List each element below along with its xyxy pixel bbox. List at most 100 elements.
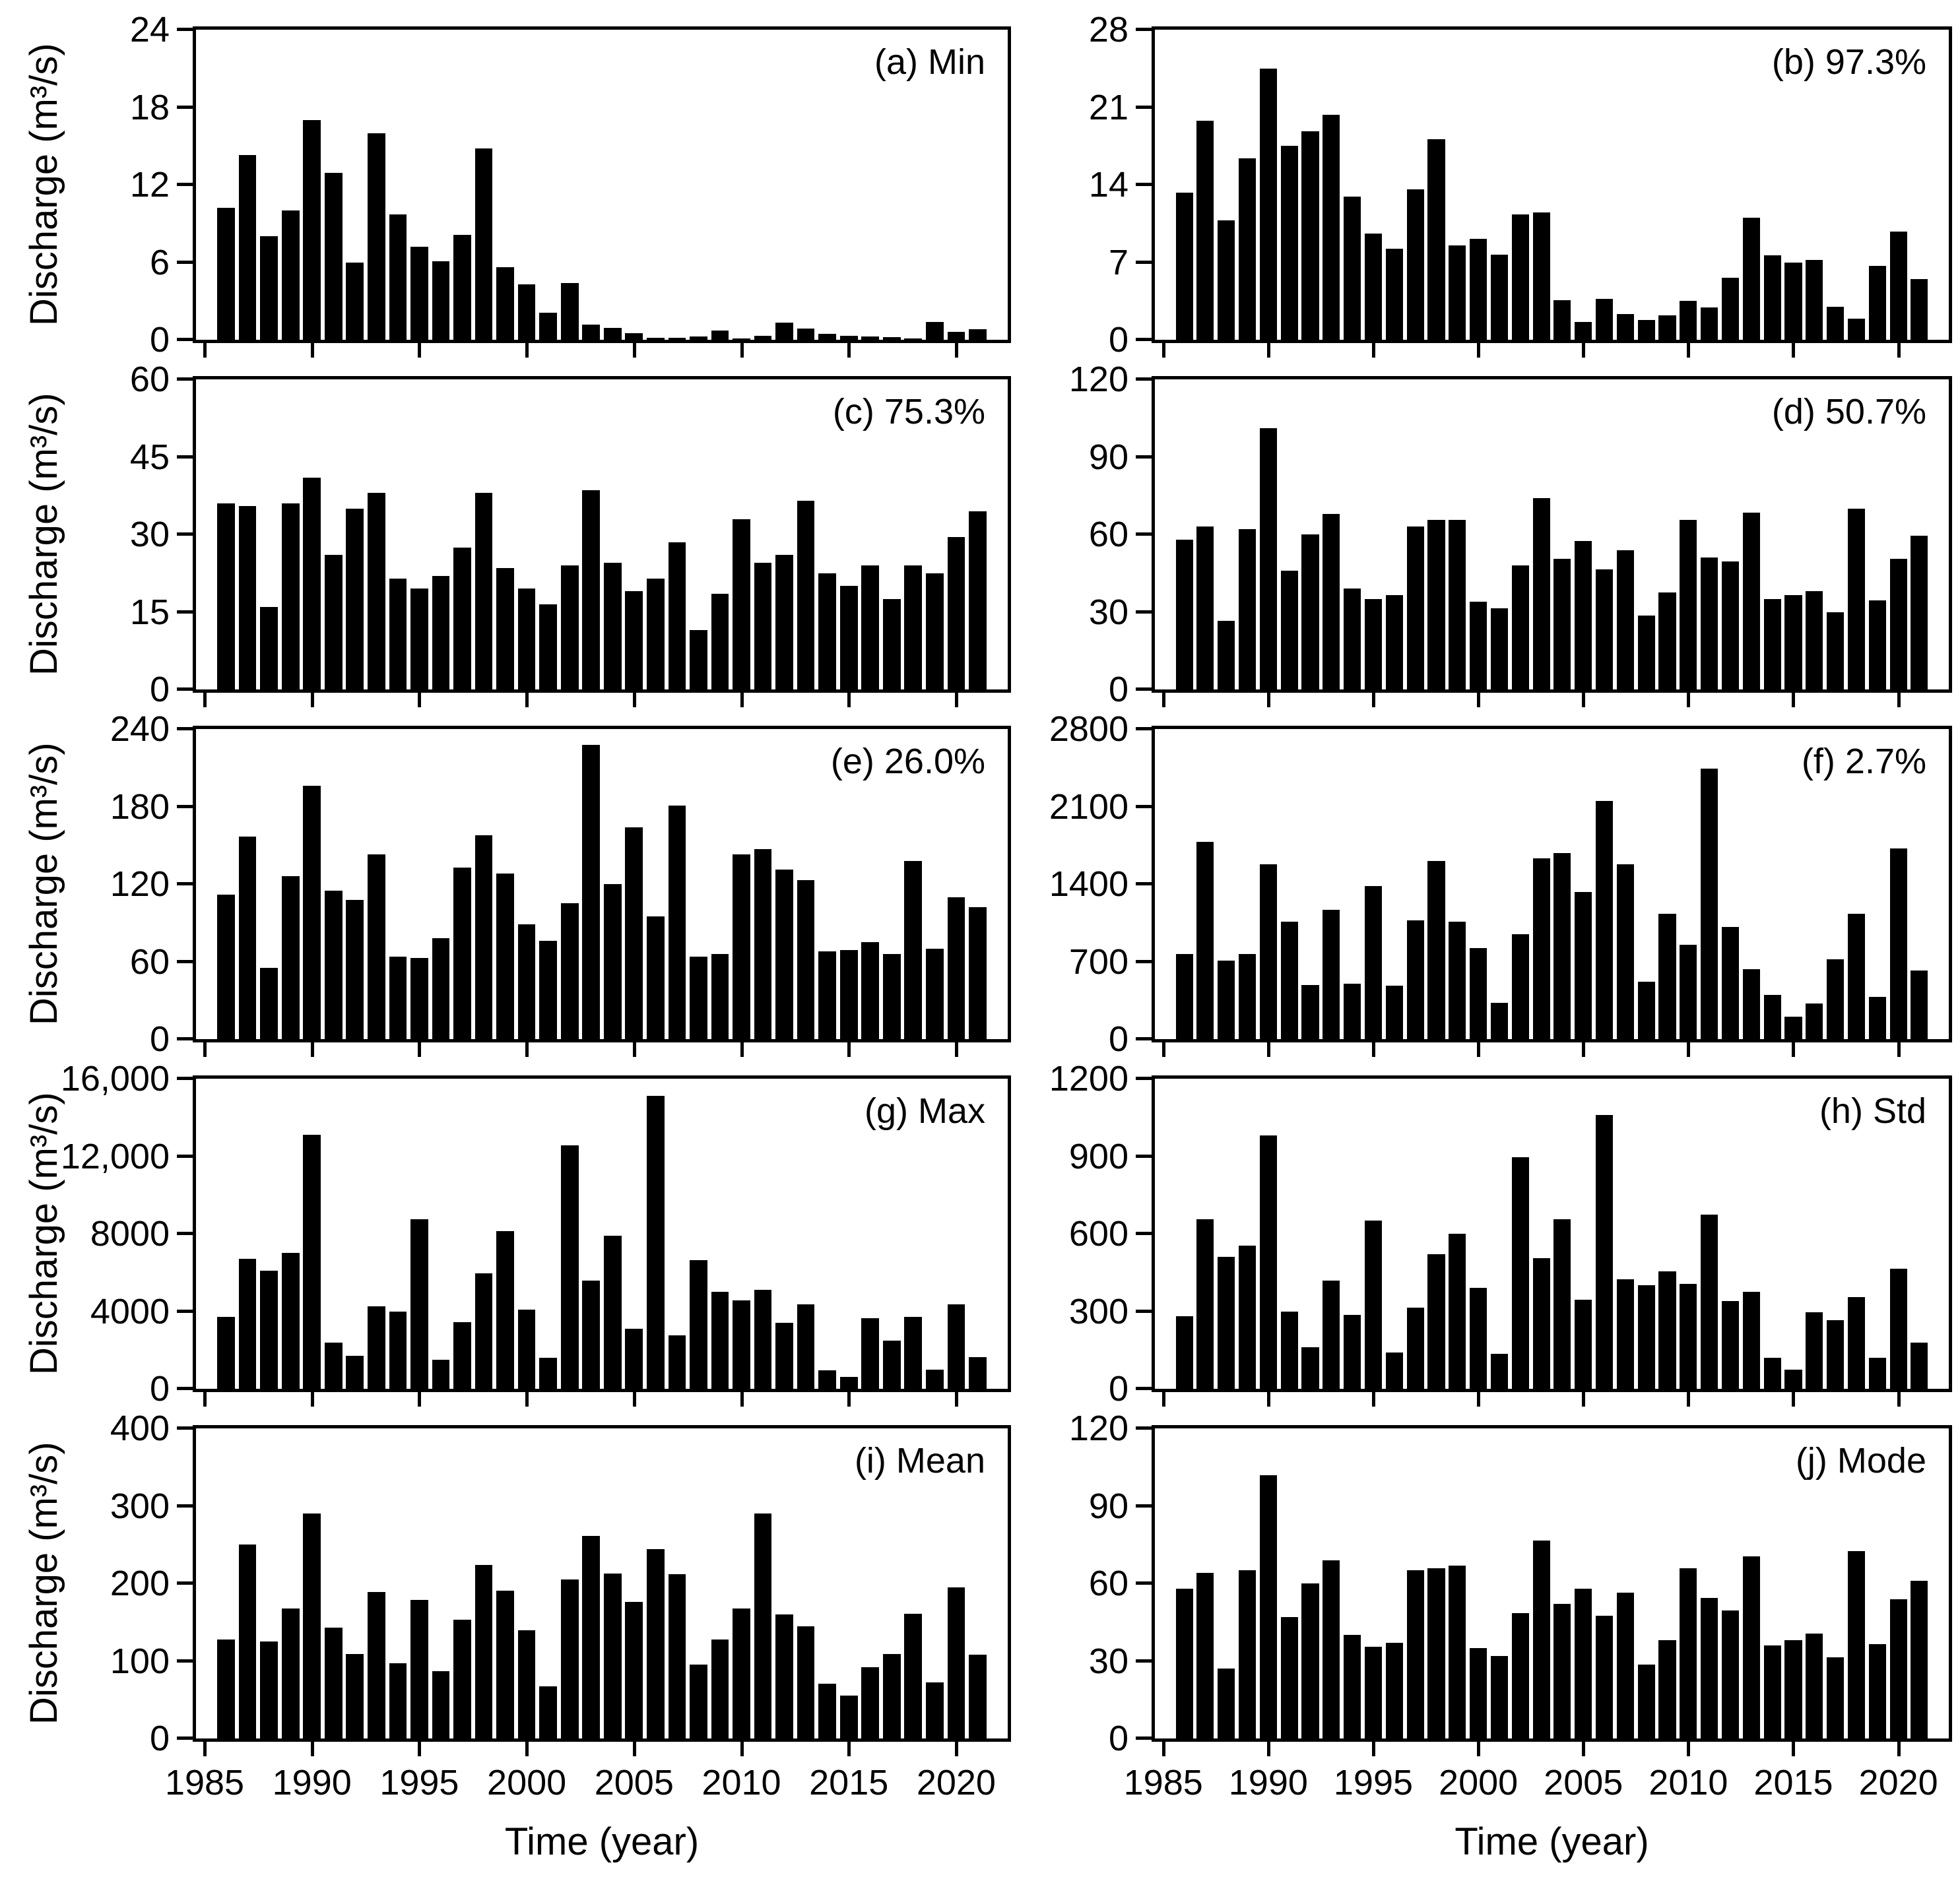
bar (1323, 1280, 1340, 1389)
x-axis-tick-label: 2010 (702, 1763, 781, 1802)
bar (1616, 314, 1634, 340)
bar (389, 214, 407, 340)
bar (647, 1096, 665, 1389)
y-axis-tick (1136, 532, 1152, 536)
bar (775, 555, 793, 689)
bar (324, 1342, 343, 1389)
x-axis-tick (310, 1742, 314, 1756)
bar (1449, 520, 1466, 689)
x-axis-tick (1266, 1742, 1270, 1756)
bar (1616, 1592, 1634, 1738)
bar (432, 1359, 450, 1389)
x-axis-tick (1687, 693, 1691, 707)
bar (1637, 616, 1655, 689)
bar (1470, 948, 1487, 1039)
x-axis-tick-label: 1990 (1228, 1763, 1308, 1802)
y-axis-tick (1136, 882, 1152, 885)
bar (1575, 891, 1592, 1039)
bar (1406, 1570, 1424, 1738)
bar (517, 284, 536, 340)
y-axis-tick (177, 1387, 193, 1390)
panel-label-h: (h) Std (1819, 1091, 1926, 1131)
y-axis-tick (1136, 804, 1152, 808)
bar (603, 884, 622, 1039)
bar (690, 629, 707, 689)
bar (1259, 864, 1277, 1039)
y-axis-tick (177, 105, 193, 109)
x-axis-tick (1477, 1042, 1481, 1057)
bar (260, 1270, 278, 1389)
bar (1259, 1135, 1277, 1389)
bar (1911, 1581, 1928, 1738)
bar (1490, 1002, 1508, 1039)
y-axis-tick (1136, 1154, 1152, 1158)
bar (238, 154, 257, 340)
bar (690, 956, 707, 1039)
panel-label-j: (j) Mode (1795, 1441, 1926, 1481)
y-axis-tick-label: 200 (110, 1564, 170, 1603)
bar (1889, 559, 1907, 689)
y-axis-tick-label: 6 (149, 242, 170, 282)
x-axis-tick (1161, 343, 1165, 358)
panel-label-f: (f) 2.7% (1801, 742, 1926, 781)
bar (625, 1328, 643, 1389)
bar (969, 907, 987, 1039)
bar (1889, 848, 1907, 1039)
y-axis-tick (177, 28, 193, 31)
x-axis-tick (954, 693, 958, 707)
bar (839, 1696, 858, 1738)
bar (1280, 146, 1298, 340)
bar (1427, 520, 1445, 689)
panel-label-e: (e) 26.0% (830, 742, 985, 781)
bar (1596, 298, 1614, 340)
y-axis-title: Discharge (m³/s) (22, 1442, 65, 1725)
y-axis-tick (177, 882, 193, 885)
bar (1827, 1657, 1845, 1738)
bar (560, 903, 579, 1039)
x-axis-tick (418, 693, 422, 707)
x-axis-tick (1477, 1742, 1481, 1756)
bar (303, 120, 321, 340)
bar (389, 1663, 407, 1738)
x-axis-tick (954, 1042, 958, 1057)
bar (1911, 535, 1928, 689)
bar (260, 968, 278, 1039)
bar (1680, 1284, 1697, 1389)
x-axis-tick (740, 1042, 744, 1057)
bar (1575, 322, 1592, 340)
y-axis-tick (1136, 1736, 1152, 1740)
bar (1701, 307, 1718, 340)
bar (690, 1259, 707, 1389)
x-axis-tick (1687, 1042, 1691, 1057)
bar (1806, 1003, 1823, 1039)
bar (839, 949, 858, 1039)
bar (1827, 306, 1845, 340)
bar (1532, 1541, 1550, 1738)
x-axis-tick (847, 1742, 851, 1756)
y-axis-tick (1136, 1232, 1152, 1235)
x-axis-tick (1161, 1392, 1165, 1407)
y-axis-tick-label: 0 (1108, 320, 1128, 360)
bar (1364, 1646, 1383, 1738)
bar (1238, 1570, 1257, 1738)
y-axis-tick-label: 0 (1108, 670, 1128, 709)
bar (1616, 864, 1634, 1039)
y-axis-tick-label: 60 (129, 360, 170, 399)
y-axis-tick (177, 455, 193, 459)
bar (474, 493, 493, 689)
bar (1470, 1647, 1487, 1738)
panel-label-i: (i) Mean (854, 1441, 985, 1481)
bar (1575, 1588, 1592, 1738)
bar (560, 565, 579, 689)
bar (1616, 550, 1634, 689)
x-axis-tick (310, 1042, 314, 1057)
bar (389, 956, 407, 1039)
bar (1364, 886, 1383, 1039)
bar (1911, 278, 1928, 340)
y-axis-tick (177, 1504, 193, 1508)
bar (1385, 1643, 1403, 1738)
x-axis-tick (1687, 1392, 1691, 1407)
y-axis-tick-label: 100 (110, 1641, 170, 1681)
bar (1196, 1219, 1214, 1389)
